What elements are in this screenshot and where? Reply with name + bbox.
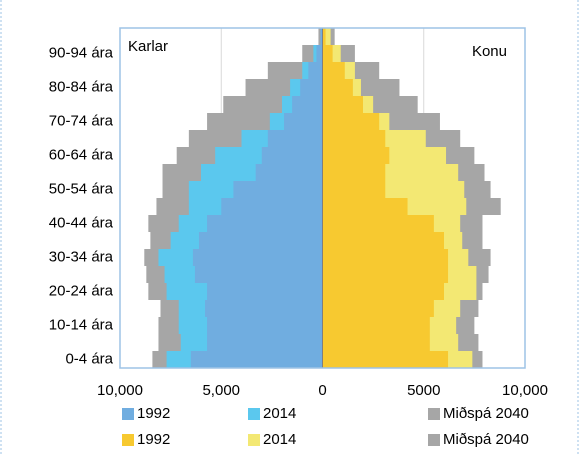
bar — [207, 215, 323, 232]
bar — [233, 181, 323, 198]
annotation: Konu — [472, 43, 507, 60]
bar — [322, 351, 449, 368]
bar — [316, 45, 323, 62]
bar — [322, 266, 449, 283]
bar — [300, 79, 323, 96]
bar — [322, 249, 449, 266]
bar — [190, 351, 323, 368]
bar — [322, 164, 386, 181]
y-tick-label: 80-84 ára — [49, 78, 114, 95]
bar — [322, 28, 326, 45]
x-tick-label: 5000 — [407, 382, 440, 399]
bar — [322, 283, 444, 300]
legend-swatch — [122, 434, 134, 446]
x-tick-label: 0 — [318, 382, 326, 399]
bar — [207, 334, 323, 351]
legend-label: 2014 — [263, 431, 296, 448]
legend-label: Miðspá 2040 — [443, 405, 529, 422]
bar — [207, 317, 323, 334]
bar — [192, 249, 323, 266]
y-tick-label: 30-34 ára — [49, 248, 114, 265]
x-tick-label: 5,000 — [202, 382, 240, 399]
y-tick-label: 60-64 ára — [49, 146, 114, 163]
bar — [292, 96, 323, 113]
bar — [255, 164, 323, 181]
bar — [261, 147, 323, 164]
bar — [205, 300, 323, 317]
x-tick-label: 10,000 — [97, 382, 143, 399]
bar — [322, 62, 345, 79]
annotation: Karlar — [128, 38, 168, 55]
y-tick-label: 70-74 ára — [49, 112, 114, 129]
bar — [322, 232, 444, 249]
y-tick-label: 40-44 ára — [49, 214, 114, 231]
bar — [198, 232, 323, 249]
bar — [322, 317, 430, 334]
bar — [322, 198, 408, 215]
legend-swatch — [428, 434, 440, 446]
bar — [320, 28, 323, 45]
legend-label: Miðspá 2040 — [443, 431, 529, 448]
bar — [322, 300, 434, 317]
bar — [322, 215, 434, 232]
bar — [207, 283, 323, 300]
bar — [284, 113, 323, 130]
legend-label: 1992 — [137, 405, 170, 422]
bar — [322, 334, 430, 351]
y-tick-label: 20-24 ára — [49, 282, 114, 299]
legend-label: 2014 — [263, 405, 296, 422]
y-tick-label: 90-94 ára — [49, 44, 114, 61]
plot-border — [119, 27, 526, 369]
y-tick-label: 10-14 ára — [49, 316, 114, 333]
bar — [194, 266, 323, 283]
bar — [322, 28, 331, 45]
legend-swatch — [428, 408, 440, 420]
legend-swatch — [248, 408, 260, 420]
bar — [322, 181, 386, 198]
bar — [322, 147, 390, 164]
legend-swatch — [248, 434, 260, 446]
legend-swatch — [122, 408, 134, 420]
legend-label: 1992 — [137, 431, 170, 448]
y-tick-label: 0-4 ára — [65, 350, 113, 367]
bar — [221, 198, 323, 215]
bar — [322, 79, 353, 96]
bar — [322, 45, 333, 62]
y-tick-label: 50-54 ára — [49, 180, 114, 197]
bar — [322, 130, 386, 147]
bar — [308, 62, 323, 79]
bar — [322, 96, 363, 113]
bar — [267, 130, 323, 147]
x-tick-label: 10,000 — [502, 382, 548, 399]
bar — [322, 113, 380, 130]
